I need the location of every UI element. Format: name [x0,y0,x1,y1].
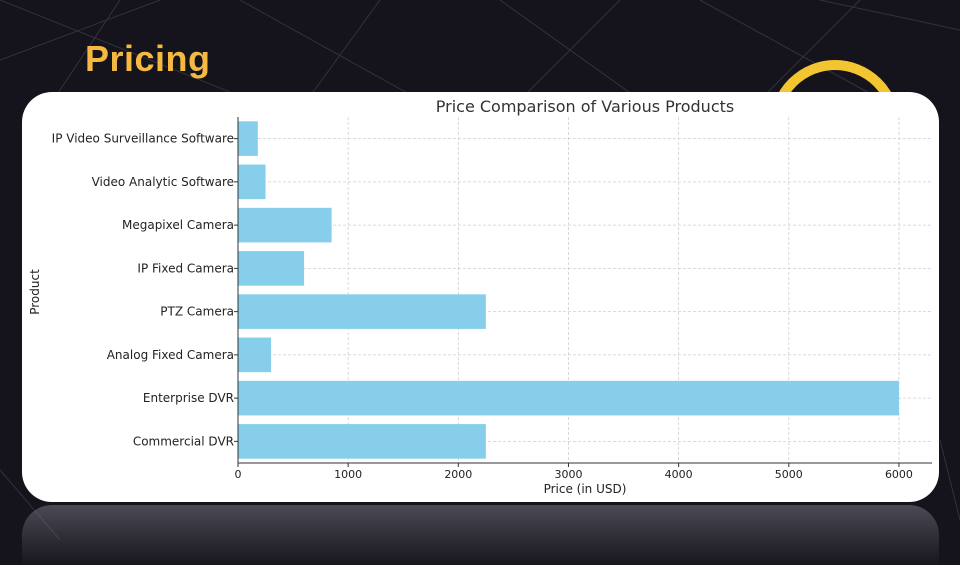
x-tick-label: 1000 [334,468,362,481]
x-tick-label: 0 [235,468,242,481]
bar-layer [238,121,899,459]
x-axis-label: Price (in USD) [544,482,627,496]
y-tick-label: Commercial DVR [133,434,234,448]
chart-card: 0 1000 2000 3000 4000 5000 6000 IP Video Survei… [22,92,939,502]
bar [238,164,266,200]
chart-title: Price Comparison of Various Products [436,97,734,116]
y-tick-label: Analog Fixed Camera [107,348,234,362]
bar [238,121,258,156]
y-tick-label: IP Fixed Camera [137,261,234,275]
x-tick-label: 4000 [665,468,693,481]
slide-title: Pricing [85,38,211,79]
bar-chart: 0 1000 2000 3000 4000 5000 6000 IP Video Survei… [28,97,932,496]
x-tick-label: 5000 [775,468,803,481]
y-tick-label: Megapixel Camera [122,218,234,232]
y-tick-label: PTZ Camera [160,305,234,319]
y-axis-label: Product [28,269,42,315]
y-tick-label: Video Analytic Software [92,175,234,189]
x-tick-label: 2000 [444,468,472,481]
card-reflection [22,505,939,565]
y-tick-label: Enterprise DVR [143,391,234,405]
bar [238,294,486,329]
x-tick-label: 6000 [885,468,913,481]
y-tick-label: IP Video Surveillance Software [52,132,234,146]
bar [238,380,899,416]
x-tick-label: 3000 [554,468,582,481]
bar [238,337,272,373]
bar [238,251,305,286]
bar [238,207,332,243]
axis-layer: 0 1000 2000 3000 4000 5000 6000 IP Video Survei… [52,117,932,481]
bar [238,424,486,459]
